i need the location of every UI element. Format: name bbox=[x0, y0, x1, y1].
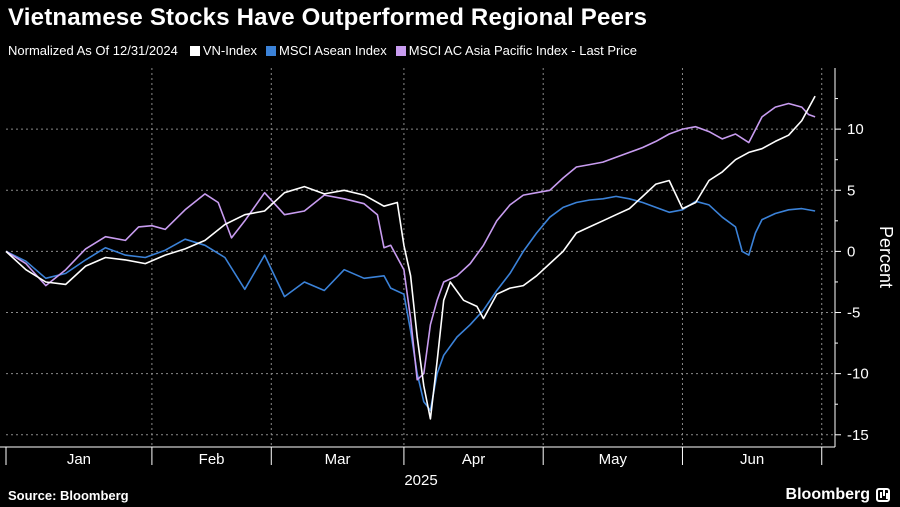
y-tick-label: -10 bbox=[847, 366, 869, 383]
legend: Normalized As Of 12/31/2024 VN-Index MSC… bbox=[8, 43, 646, 58]
x-tick-label: Jan bbox=[67, 451, 91, 468]
x-axis-label: 2025 bbox=[404, 472, 437, 489]
vn-index-line bbox=[5, 95, 816, 420]
y-tick-label: -15 bbox=[847, 427, 869, 444]
msci-asean-line bbox=[5, 195, 816, 412]
bloomberg-logo: Bloomberg bbox=[786, 486, 890, 504]
bloomberg-chart-icon bbox=[876, 488, 890, 502]
legend-item-msci-asean: MSCI Asean Index bbox=[266, 43, 387, 58]
legend-label-msci-ac-asia-pacific: MSCI AC Asia Pacific Index - Last Price bbox=[408, 43, 638, 58]
y-tick-label: -5 bbox=[847, 305, 860, 322]
legend-subtitle: Normalized As Of 12/31/2024 bbox=[8, 43, 178, 58]
brand-name: Bloomberg bbox=[785, 486, 870, 503]
legend-label-msci-asean: MSCI Asean Index bbox=[279, 43, 387, 58]
x-tick-label: Apr bbox=[462, 451, 485, 468]
source-note: Source: Bloomberg bbox=[8, 488, 129, 503]
y-tick-label: 5 bbox=[847, 182, 855, 199]
x-tick-label: Feb bbox=[199, 451, 225, 468]
legend-swatch-msci-asean bbox=[266, 45, 277, 56]
x-tick-label: Jun bbox=[740, 451, 764, 468]
x-tick-label: Mar bbox=[325, 451, 351, 468]
chart-title: Vietnamese Stocks Have Outperformed Regi… bbox=[8, 4, 648, 31]
legend-label-vn-index: VN-Index bbox=[202, 43, 258, 58]
y-tick-label: 0 bbox=[847, 243, 855, 260]
msci-ac-asia-pacific-line bbox=[5, 102, 816, 381]
legend-swatch-msci-ac-asia-pacific bbox=[395, 45, 406, 56]
y-axis-label: Percent bbox=[876, 226, 896, 288]
legend-item-msci-ac-asia-pacific: MSCI AC Asia Pacific Index - Last Price bbox=[395, 43, 638, 58]
legend-item-vn-index: VN-Index bbox=[189, 43, 258, 58]
y-tick-label: 10 bbox=[847, 121, 864, 138]
legend-swatch-vn-index bbox=[189, 45, 200, 56]
x-tick-label: May bbox=[599, 451, 628, 468]
